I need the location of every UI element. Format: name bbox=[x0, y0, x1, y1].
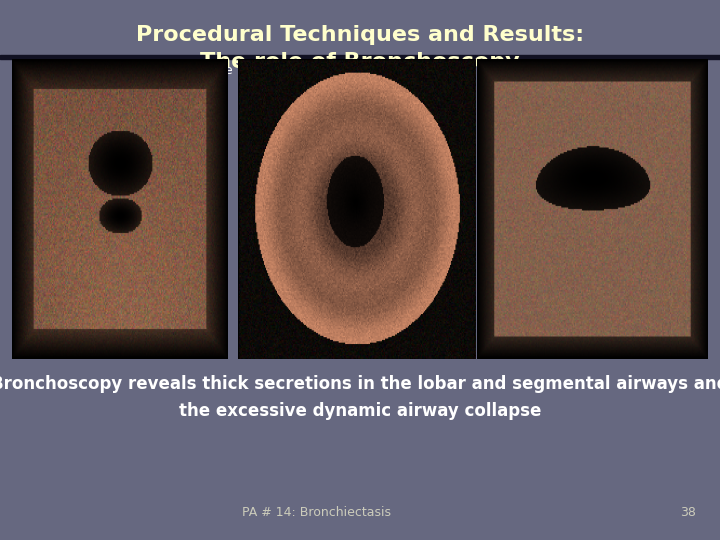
Text: 38: 38 bbox=[680, 507, 696, 519]
Text: Procedural Techniques and Results:: Procedural Techniques and Results: bbox=[136, 25, 584, 45]
Text: Bronchoscopy reveals thick secretions in the lobar and segmental airways and
the: Bronchoscopy reveals thick secretions in… bbox=[0, 375, 720, 420]
Text: Trachea during inspiration: Trachea during inspiration bbox=[241, 64, 405, 77]
Text: PA # 14: Bronchiectasis: PA # 14: Bronchiectasis bbox=[243, 507, 391, 519]
Bar bbox=[0, 55, 720, 59]
Text: The role of Bronchoscopy: The role of Bronchoscopy bbox=[200, 52, 520, 72]
Text: Secretions in the right middle lobe
and
right lower lobe: Secretions in the right middle lobe and … bbox=[16, 64, 233, 107]
Text: Trachea during expiration: Trachea during expiration bbox=[481, 64, 642, 77]
